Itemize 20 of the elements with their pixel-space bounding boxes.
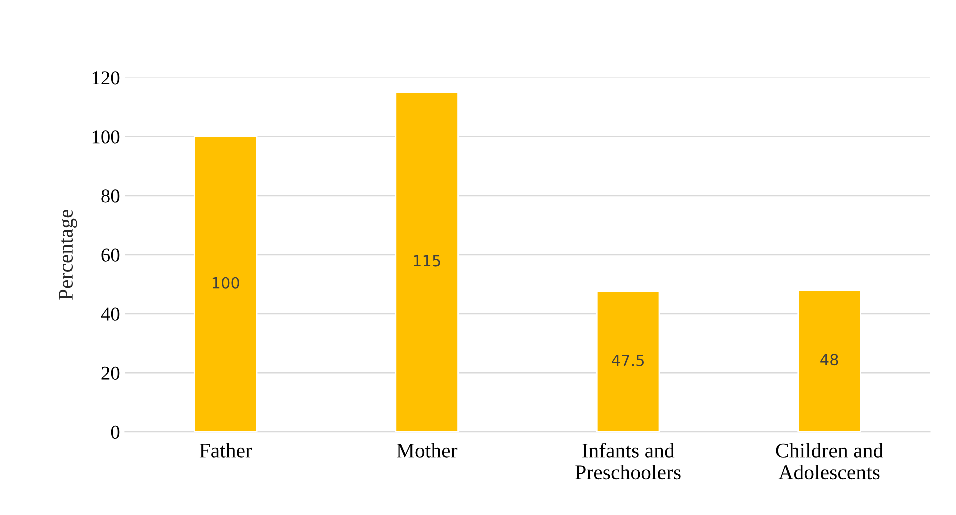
y-tick-label: 20 [102,366,120,380]
y-tick-label: 60 [102,248,120,262]
y-tick-label: 0 [111,426,120,440]
y-tick-label: 120 [92,72,120,85]
bar [395,92,459,432]
y-axis-title: Percentage [59,210,78,300]
data-label: 100 [212,277,240,289]
y-tick-label: 100 [92,130,120,144]
data-label: 47.5 [612,355,644,366]
x-tick-label: Father [200,443,252,458]
data-label: 48 [820,354,838,366]
x-tick-label: Mother [397,443,458,458]
bar [798,290,862,432]
y-tick-label: 80 [102,190,120,203]
x-tick-label: Infants and Preschoolers [576,442,681,480]
bar [194,136,258,432]
y-tick-label: 40 [101,308,120,321]
x-tick-label: Children and Adolescents [776,443,884,480]
bar [596,291,660,432]
data-label: 115 [414,255,440,267]
